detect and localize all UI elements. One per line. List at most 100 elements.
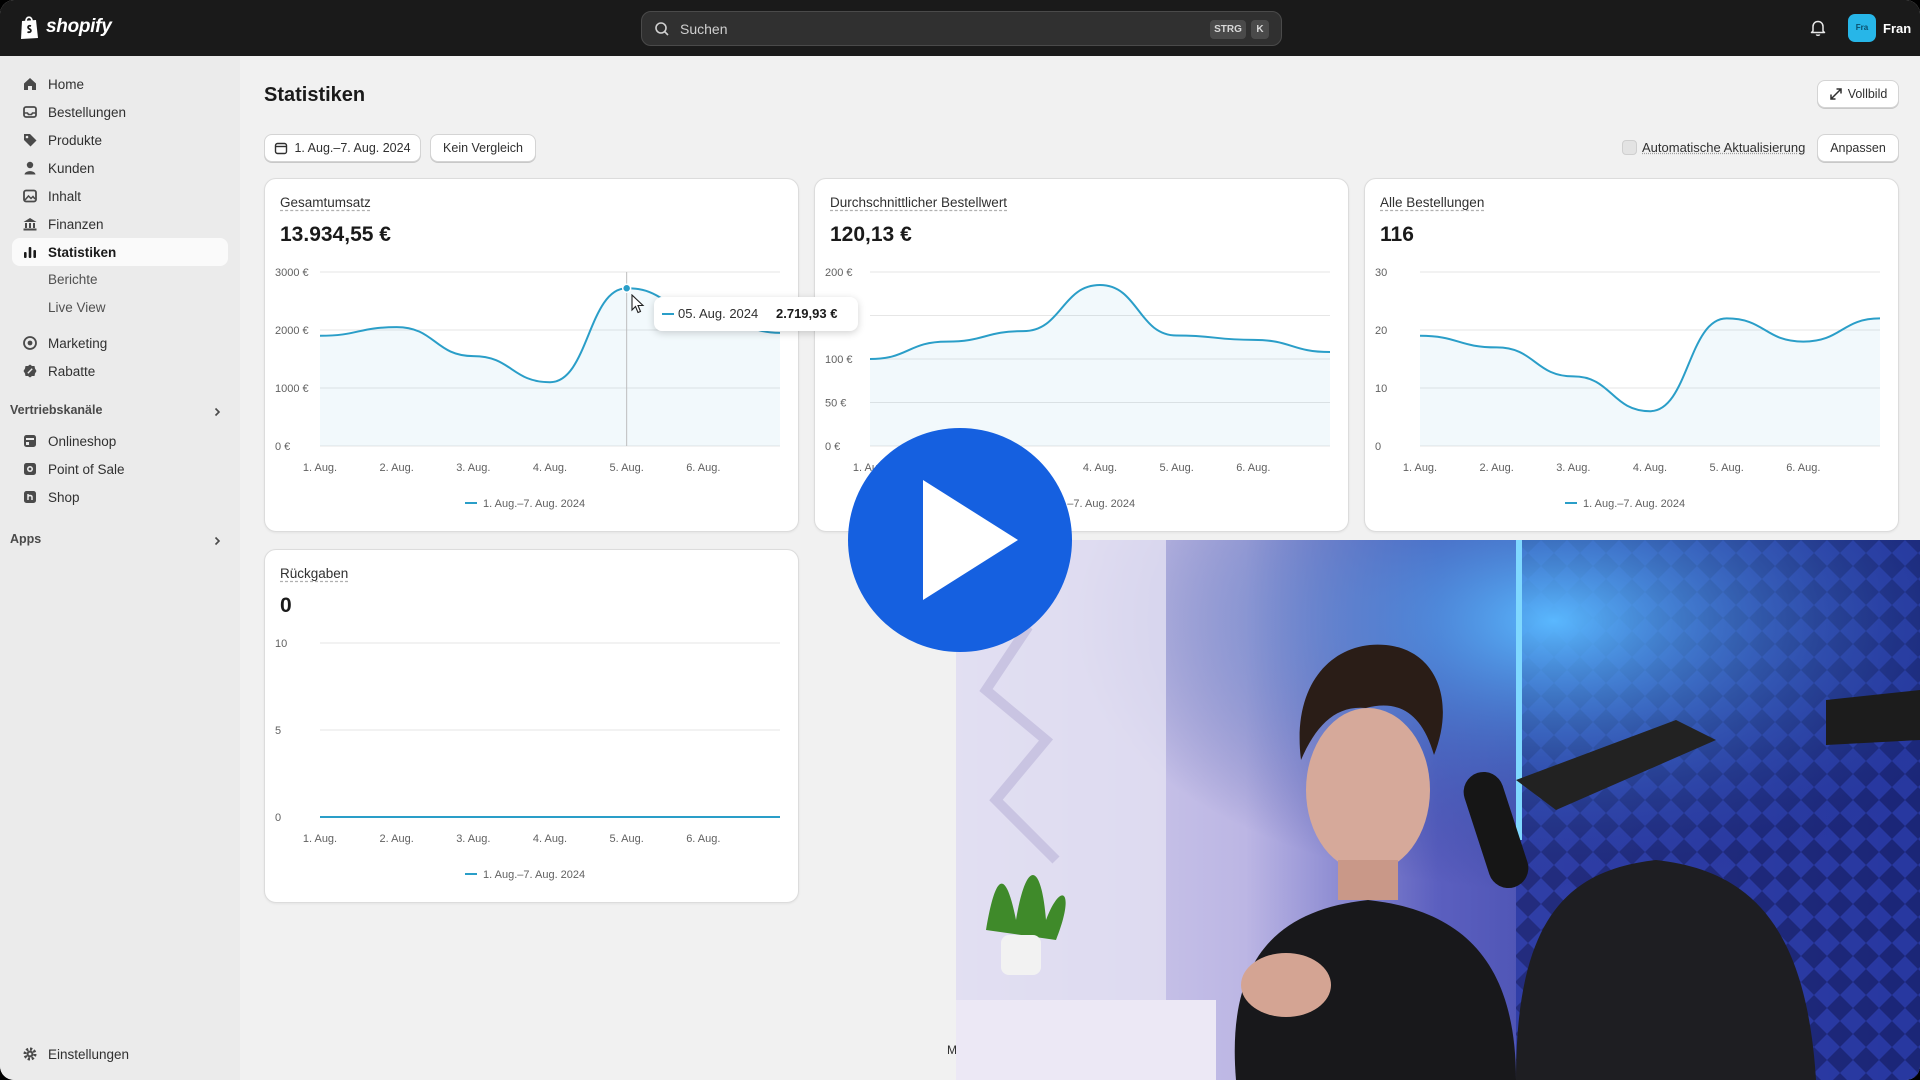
legend-label: 1. Aug.–7. Aug. 2024 [1583,498,1685,510]
page-title: Statistiken [264,84,366,106]
sidebar-item-online-store[interactable]: Onlineshop [12,427,228,455]
y-tick-label: 0 € [825,441,840,453]
x-tick-label: 5. Aug. [610,462,644,474]
x-tick-label: 6. Aug. [1236,462,1270,474]
x-tick-label: 5. Aug. [1160,462,1194,474]
x-tick-label: 2. Aug. [380,833,414,845]
tag-icon [24,134,37,147]
x-tick-label: 5. Aug. [610,833,644,845]
tooltip-series-swatch [662,313,674,315]
series-area [870,285,1330,446]
gear-icon [23,1047,37,1061]
sidebar-item-shop[interactable]: Shop [12,483,228,511]
series-line [1419,317,1881,413]
target-icon [23,336,37,350]
sidebar-subitem-reports[interactable]: Berichte [48,272,98,287]
x-tick-label: 3. Aug. [456,833,490,845]
auto-refresh-label[interactable]: Automatische Aktualisierung [1642,140,1806,155]
chevron-right-icon[interactable] [212,407,222,417]
sidebar-item-content[interactable]: Inhalt [12,182,228,210]
auto-refresh-checkbox[interactable] [1622,140,1637,155]
card-title[interactable]: Durchschnittlicher Bestellwert [830,195,1008,210]
sidebar-item-label: Onlineshop [48,434,117,449]
user-name: Fran [1883,20,1912,36]
line-chart: 10 5 0 1. Aug. 2. Aug. 3. Aug. 4. Aug. 5. Aug. 6… [275,638,780,881]
y-tick-label: 1000 € [275,383,309,395]
line-chart: 3000 € 2000 € 1000 € 0 € 1. Aug. 2. Aug. 3. Au… [275,267,781,510]
sales-channels-header[interactable]: Vertriebskanäle [10,403,103,417]
x-tick-label: 4. Aug. [533,833,567,845]
chart-card-total-sales[interactable]: Gesamtumsatz 13.934,55 € 3000 € 2000 € 100… [264,178,799,532]
y-tick-label: 10 [1375,383,1387,395]
shopify-logo[interactable]: shopify [18,14,112,40]
sidebar-item-statistics[interactable]: Statistiken [12,238,228,266]
chart-card-all-orders[interactable]: Alle Bestellungen 116 30 20 10 0 1. Aug. 2. A… [1364,178,1899,532]
y-tick-label: 30 [1375,267,1387,279]
chart-card-avg-order-value[interactable]: Durchschnittlicher Bestellwert 120,13 € … [814,178,1349,532]
compare-label: Kein Vergleich [443,141,523,155]
y-tick-label: 0 [275,812,281,824]
y-tick-label: 100 € [825,354,853,366]
tooltip-value: 2.719,93 € [776,306,838,321]
apps-header[interactable]: Apps [10,532,42,546]
person-icon [24,161,36,175]
line-chart: 30 20 10 0 1. Aug. 2. Aug. 3. Aug. 4. Aug. 5. Au… [1375,267,1881,510]
sidebar-item-label: Kunden [48,161,95,176]
bell-icon[interactable] [1808,18,1828,38]
top-bar: shopify STRG K Fra Fran [0,0,1920,56]
calendar-icon [275,142,288,155]
chart-card-returns[interactable]: Rückgaben 0 10 5 0 1. Aug. 2. Aug. 3. Aug. 4. … [264,549,799,903]
webcam-overlay [956,540,1920,1080]
sidebar-item-home[interactable]: Home [12,70,228,98]
sidebar-item-label: Home [48,77,85,92]
y-tick-label: 20 [1375,325,1387,337]
sidebar-item-label: Inhalt [48,189,82,204]
x-tick-label: 5. Aug. [1710,462,1744,474]
user-menu[interactable]: Fra Fran [1848,14,1911,42]
sidebar-item-label: Statistiken [48,245,117,260]
x-tick-label: 2. Aug. [1480,462,1514,474]
chevron-right-icon[interactable] [212,536,222,546]
shortcut-key-k: K [1251,20,1269,39]
x-tick-label: 4. Aug. [1633,462,1667,474]
y-tick-label: 0 € [275,441,290,453]
fullscreen-button[interactable]: Vollbild [1817,80,1899,108]
bar-chart-icon [24,247,36,258]
search-input[interactable] [680,19,1140,39]
x-tick-label: 1. Aug. [1403,462,1437,474]
sidebar-subitem-live-view[interactable]: Live View [48,300,106,315]
sidebar-item-label: Rabatte [48,364,96,379]
sidebar-item-products[interactable]: Produkte [12,126,228,154]
shop-app-icon [24,491,36,503]
bank-icon [23,218,37,231]
card-title[interactable]: Alle Bestellungen [1380,195,1485,210]
y-tick-label: 3000 € [275,267,309,279]
sidebar-item-settings[interactable]: Einstellungen [12,1040,228,1068]
sidebar-item-label: Bestellungen [48,105,127,120]
sidebar-item-label: Shop [48,490,80,505]
x-tick-label: 4. Aug. [1083,462,1117,474]
x-tick-label: 4. Aug. [533,462,567,474]
sidebar-item-finance[interactable]: Finanzen [12,210,228,238]
sidebar-item-discounts[interactable]: Rabatte [12,357,228,385]
search-bar[interactable]: STRG K [641,11,1282,46]
compare-button[interactable]: Kein Vergleich [430,134,536,162]
play-button-icon[interactable] [848,428,1072,652]
y-tick-label: 10 [275,638,287,650]
x-tick-label: 3. Aug. [456,462,490,474]
legend-label: 1. Aug.–7. Aug. 2024 [483,498,585,510]
y-tick-label: 5 [275,725,281,737]
mouse-cursor-icon [631,294,645,314]
shopify-bag-icon [21,16,38,39]
sidebar-item-orders[interactable]: Bestellungen [12,98,228,126]
sidebar-item-marketing[interactable]: Marketing [12,329,228,357]
date-range-button[interactable]: 1. Aug.–7. Aug. 2024 [264,134,421,162]
y-tick-label: 0 [1375,441,1381,453]
sidebar: Home Bestellungen Produkte Kunden Inhalt… [0,56,240,1080]
x-tick-label: 6. Aug. [686,462,720,474]
card-title[interactable]: Rückgaben [280,566,349,581]
sidebar-item-customers[interactable]: Kunden [12,154,228,182]
customize-button[interactable]: Anpassen [1817,134,1899,162]
sidebar-item-point-of-sale[interactable]: Point of Sale [12,455,228,483]
card-title[interactable]: Gesamtumsatz [280,195,371,210]
